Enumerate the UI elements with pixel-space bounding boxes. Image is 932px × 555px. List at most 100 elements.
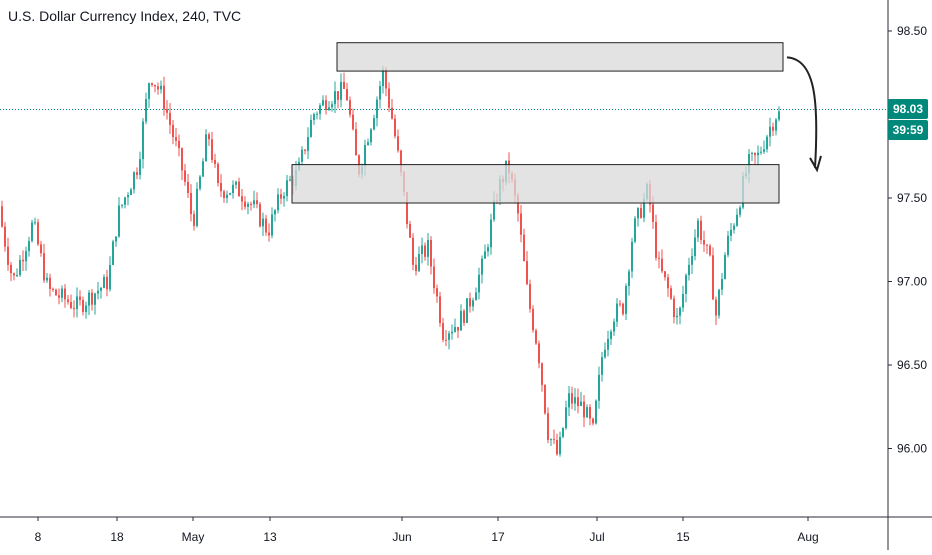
candle-177 — [532, 305, 534, 333]
candle-90 — [271, 207, 273, 239]
candle-159 — [478, 267, 480, 300]
candle-193 — [580, 391, 582, 407]
candle-86 — [259, 201, 261, 228]
candle-196 — [589, 404, 591, 426]
candle-91 — [274, 208, 276, 222]
candle-253 — [760, 146, 762, 155]
candle-152 — [457, 326, 459, 339]
price-tick-label-0: 98.50 — [897, 24, 927, 38]
candle-11 — [34, 217, 36, 225]
candle-32 — [97, 281, 99, 300]
price-tick-label-3: 97.00 — [897, 275, 927, 289]
candle-64 — [193, 210, 195, 231]
candle-213 — [640, 203, 642, 219]
candle-180 — [541, 362, 543, 392]
candle-24 — [73, 300, 75, 318]
candle-227 — [682, 285, 684, 312]
candle-52 — [157, 82, 159, 95]
candle-258 — [775, 118, 777, 136]
time-axis: 8 18 May 13 Jun 17 Jul 15 Aug — [35, 517, 819, 544]
candle-89 — [268, 223, 270, 242]
candle-48 — [145, 92, 147, 125]
candle-82 — [247, 201, 249, 215]
candle-109 — [328, 101, 330, 112]
time-tick-label-5: 17 — [491, 530, 505, 544]
candle-126 — [379, 80, 381, 109]
candle-92 — [277, 188, 279, 214]
candle-13 — [40, 240, 42, 257]
price-tick-label-4: 96.50 — [897, 358, 927, 372]
candle-49 — [148, 82, 150, 108]
candle-244 — [733, 223, 735, 234]
candle-34 — [103, 274, 105, 289]
candle-163 — [490, 213, 492, 255]
candle-5 — [16, 268, 18, 278]
candle-235 — [706, 244, 708, 255]
candle-191 — [574, 388, 576, 411]
price-tick-label-2: 97.50 — [897, 191, 927, 205]
candle-100 — [301, 146, 303, 165]
candle-44 — [133, 171, 135, 194]
candle-122 — [367, 138, 369, 146]
candle-255 — [766, 134, 768, 153]
time-tick-label-3: 13 — [263, 530, 277, 544]
candle-138 — [415, 256, 417, 276]
zones-group — [291, 42, 784, 204]
arrow-head — [809, 155, 822, 173]
candle-234 — [703, 230, 705, 252]
arrow-annotation — [786, 56, 818, 168]
candle-54 — [163, 76, 165, 116]
candle-242 — [727, 230, 729, 258]
candle-27 — [82, 296, 84, 316]
candle-58 — [175, 127, 177, 147]
candle-239 — [718, 288, 720, 319]
candle-131 — [394, 114, 396, 139]
time-tick-label-4: Jun — [392, 530, 411, 544]
candle-40 — [121, 204, 123, 209]
candle-149 — [448, 330, 450, 350]
candle-174 — [523, 228, 525, 262]
candle-45 — [136, 167, 138, 180]
candle-20 — [61, 285, 63, 303]
candle-130 — [391, 99, 393, 120]
candle-95 — [286, 175, 288, 202]
candle-231 — [694, 229, 696, 261]
candle-153 — [460, 304, 462, 331]
candle-209 — [628, 269, 630, 296]
candle-68 — [205, 129, 207, 162]
candle-87 — [262, 212, 264, 237]
candle-139 — [418, 246, 420, 272]
time-tick-label-2: May — [182, 530, 205, 544]
candle-207 — [622, 302, 624, 316]
candle-26 — [79, 290, 81, 306]
candle-246 — [739, 205, 741, 218]
candle-194 — [583, 395, 585, 428]
candle-203 — [610, 329, 612, 346]
candle-71 — [214, 153, 216, 168]
candle-183 — [550, 438, 552, 446]
candle-62 — [187, 174, 189, 199]
candle-78 — [235, 180, 237, 189]
candle-103 — [310, 114, 312, 138]
candle-10 — [31, 219, 33, 243]
candle-29 — [88, 289, 90, 316]
candle-208 — [625, 283, 627, 321]
candle-25 — [76, 287, 78, 318]
candle-129 — [388, 82, 390, 113]
candle-201 — [604, 342, 606, 359]
candle-232 — [697, 218, 699, 242]
candle-114 — [343, 72, 345, 90]
candle-223 — [670, 285, 672, 301]
candle-151 — [454, 318, 456, 333]
candle-200 — [601, 351, 603, 382]
candle-229 — [688, 257, 690, 281]
candle-238 — [715, 296, 717, 326]
candle-17 — [52, 287, 54, 292]
candle-252 — [757, 145, 759, 165]
candle-204 — [613, 318, 615, 336]
candle-88 — [265, 215, 267, 236]
candle-2 — [7, 237, 9, 271]
candle-256 — [769, 117, 771, 147]
